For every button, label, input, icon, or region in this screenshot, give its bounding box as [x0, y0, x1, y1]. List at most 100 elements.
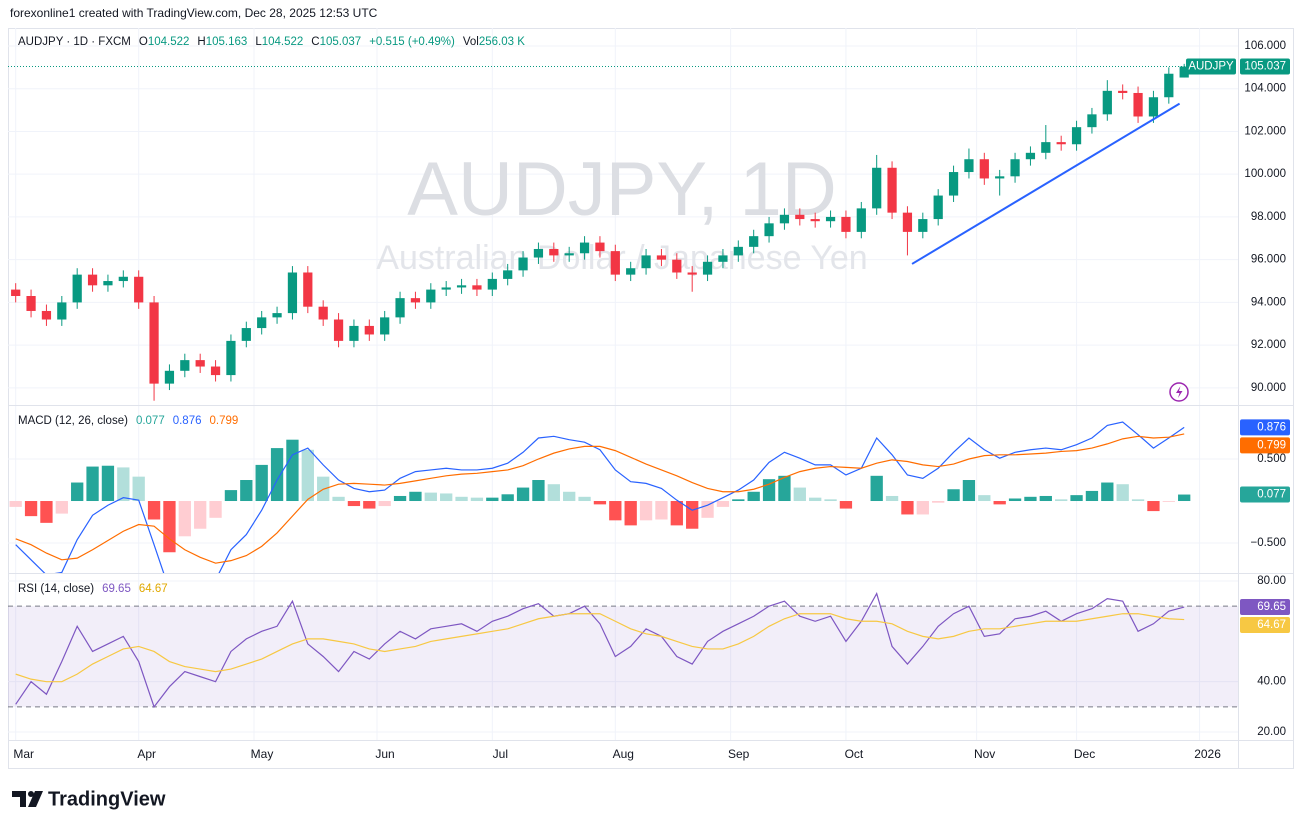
histogram-bar [1024, 496, 1037, 502]
histogram-bar [1178, 494, 1191, 502]
histogram-bar [655, 501, 668, 520]
x-tick-label: 2026 [1194, 747, 1221, 761]
candle-body [964, 159, 974, 173]
price-tag-value: 0.799 [1257, 439, 1286, 451]
candle-body [257, 317, 267, 329]
y-tick-label: 40.00 [1257, 676, 1286, 688]
candle-body [26, 296, 36, 311]
histogram-bar [839, 501, 853, 509]
candle-body [810, 219, 820, 222]
histogram-bar [978, 495, 991, 502]
histogram-bar [163, 501, 176, 553]
histogram-bar [1162, 501, 1175, 502]
histogram-bar [1131, 499, 1145, 502]
histogram-bar [593, 501, 607, 505]
x-tick-label: May [251, 747, 274, 761]
change-value: +0.515 (+0.49%) [369, 36, 455, 48]
histogram-bar [993, 501, 1006, 505]
histogram-bar [440, 493, 453, 502]
histogram-bar [301, 449, 314, 502]
histogram-bar [885, 495, 899, 502]
y-tick-label: 92.000 [1251, 339, 1286, 351]
histogram-bar [1070, 495, 1083, 502]
histogram-bar [224, 490, 238, 502]
histogram-value: 0.077 [136, 415, 165, 427]
candle-body [918, 219, 928, 232]
candle-body [1025, 152, 1036, 160]
symbol-line: AUDJPY · 1D · FXCM [18, 36, 131, 48]
histogram-bar [378, 501, 391, 507]
candle-body [995, 176, 1005, 179]
candle-body [1041, 142, 1051, 153]
candle-body [702, 261, 713, 275]
candle-body [241, 328, 251, 341]
candle-body [902, 212, 913, 232]
rsi-ma-line [15, 613, 1185, 683]
candle-body [164, 370, 175, 384]
low-value: 104.522 [262, 36, 304, 48]
candle-body [626, 268, 636, 275]
x-tick-label: Sep [728, 747, 750, 761]
footer-logo: TradingView [12, 788, 166, 810]
candle-body [118, 276, 128, 282]
candle-body [948, 172, 959, 196]
histogram-bar [132, 476, 145, 502]
axes: Mar Apr May Jun Jul Aug Sep Oct Nov Dec 2026 90.000… [13, 40, 1290, 761]
x-tick-label: Apr [137, 747, 156, 761]
candle-body [610, 251, 620, 275]
candle-body [349, 325, 359, 341]
y-tick-label: 106.000 [1244, 40, 1286, 52]
candle-body [549, 248, 559, 256]
candle-body [595, 242, 605, 252]
high-value: 105.163 [206, 36, 248, 48]
histogram-bar [486, 497, 499, 502]
histogram-bar [747, 491, 760, 502]
footer-brand: TradingView [48, 788, 166, 810]
histogram-bar [424, 492, 437, 502]
x-tick-label: Mar [13, 747, 34, 761]
histogram-bar [393, 495, 407, 502]
candle-body [87, 274, 98, 286]
y-tick-label: 80.00 [1257, 575, 1286, 587]
histogram-bar [609, 501, 622, 521]
alert-icon[interactable] [1169, 382, 1189, 402]
price-tag-box [1240, 419, 1290, 436]
candle-body [149, 302, 159, 384]
y-tick-label: 100.000 [1244, 168, 1286, 180]
signal-line [15, 433, 1185, 564]
trend-line [911, 102, 1181, 265]
candle-body [195, 360, 205, 367]
logo-dot [28, 791, 34, 797]
y-tick-label: 102.000 [1244, 125, 1286, 137]
ohlc-label: O [139, 36, 148, 48]
histogram-bar [809, 497, 822, 502]
y-tick-label: 20.00 [1257, 726, 1286, 738]
watermark-title: AUDJPY, 1D [407, 147, 836, 232]
candle-body [779, 214, 790, 224]
price-tag-box [1240, 617, 1290, 634]
ohlc-label: H [197, 36, 205, 48]
histogram-bar [793, 487, 806, 502]
histogram-bar [701, 501, 714, 518]
histogram-bar [86, 466, 99, 502]
histogram-bar [1085, 490, 1099, 502]
candle-body [226, 340, 236, 376]
histogram-bar [363, 501, 376, 509]
histogram-bar [516, 487, 530, 502]
candle-body [749, 236, 759, 247]
price-tag-box [1240, 599, 1290, 616]
candle-body [41, 310, 52, 320]
price-tag-value: 64.67 [1257, 619, 1286, 631]
histogram-bar [624, 501, 637, 526]
macd-pane [9, 421, 1191, 573]
candle-body [1148, 97, 1159, 117]
price-tag-value: 69.65 [1257, 601, 1286, 613]
histogram-bar [71, 482, 84, 502]
candle-body [856, 208, 866, 232]
candle-body [487, 278, 497, 290]
rsi-ma-value: 64.67 [139, 583, 168, 595]
candle-body [134, 276, 144, 303]
x-tick-label: Jun [375, 747, 394, 761]
